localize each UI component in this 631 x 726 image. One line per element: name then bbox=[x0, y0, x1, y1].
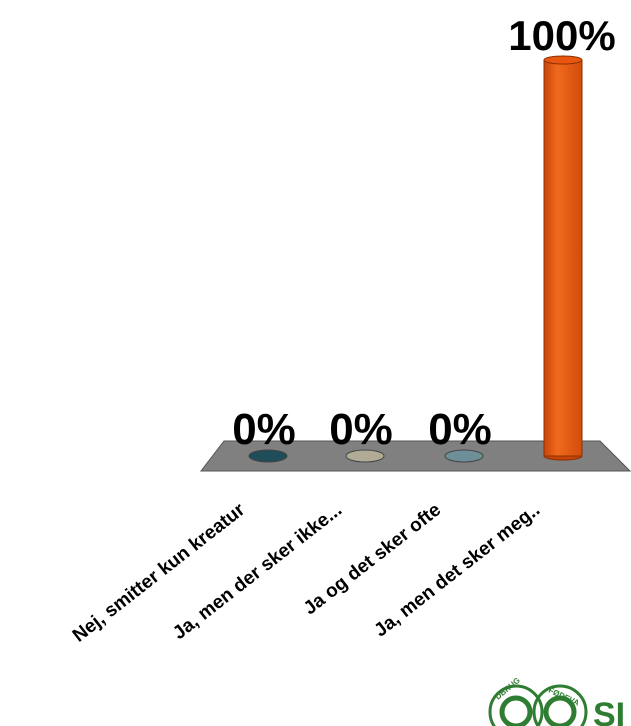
value-label-3: 0% bbox=[428, 405, 492, 454]
logo-ring-text-right: FØDEVA bbox=[547, 686, 581, 708]
logo-ring-left bbox=[488, 684, 544, 726]
logo-inner-right bbox=[543, 695, 577, 726]
chart-floor bbox=[199, 440, 631, 472]
bar-3 bbox=[444, 449, 484, 463]
logo-letters: SI bbox=[593, 696, 625, 726]
logo: DBRUG FØDEVA SI bbox=[488, 676, 625, 726]
category-label-4: Ja, men det sker meg.. bbox=[371, 499, 545, 641]
bar-top-4 bbox=[543, 55, 583, 65]
value-label-4: 100% bbox=[508, 12, 615, 59]
value-label-1: 0% bbox=[232, 405, 296, 454]
bar-4 bbox=[543, 55, 583, 461]
bar-body-4 bbox=[543, 59, 583, 457]
logo-inner-left bbox=[499, 695, 533, 726]
category-label-1: Nej, smitter kun kreatur bbox=[69, 499, 250, 647]
value-label-2: 0% bbox=[329, 405, 393, 454]
logo-ring-right bbox=[532, 684, 588, 726]
bar-1 bbox=[248, 449, 288, 463]
category-label-2: Ja, men der sker ikke... bbox=[169, 499, 346, 644]
bar-2 bbox=[345, 449, 385, 463]
